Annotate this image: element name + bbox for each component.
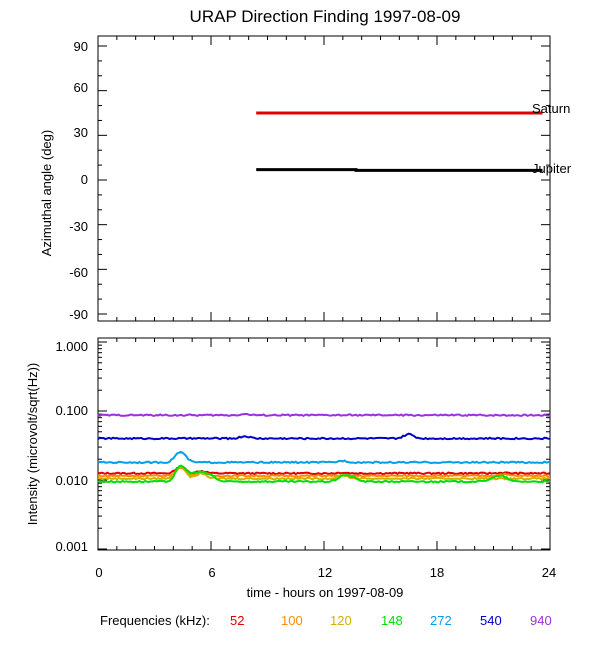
intensity-tick-label: 1.000 — [55, 339, 88, 354]
azimuth-tick-label: -60 — [69, 265, 88, 280]
jupiter-series-line — [256, 168, 543, 172]
intensity-series-group — [97, 412, 551, 484]
azimuth-tick-label: 0 — [81, 172, 88, 187]
frequency-legend-title: Frequencies (kHz): — [100, 613, 210, 628]
azimuth-tick-label: -30 — [69, 219, 88, 234]
frequency-legend-item: 540 — [480, 613, 502, 628]
frequency-legend-item: 272 — [430, 613, 452, 628]
x-tick-label: 18 — [430, 565, 444, 580]
intensity-tick-label: 0.100 — [55, 403, 88, 418]
intensity-series-272-khz — [97, 450, 551, 465]
x-tick-label: 24 — [542, 565, 556, 580]
azimuth-tick-label: 30 — [74, 125, 88, 140]
intensity-series-540-khz — [97, 432, 551, 441]
intensity-series-52-khz — [97, 466, 551, 476]
intensity-series-148-khz — [97, 464, 551, 484]
frequency-legend-item: 52 — [230, 613, 245, 628]
intensity-tick-label: 0.001 — [55, 539, 88, 554]
azimuth-tick-label: -90 — [69, 307, 88, 322]
chart-title: URAP Direction Finding 1997-08-09 — [190, 7, 461, 26]
frequency-legend-item: 148 — [381, 613, 403, 628]
azimuth-axis-ticks — [97, 36, 551, 321]
azimuth-ylabel: Azimuthal angle (deg) — [39, 130, 54, 256]
saturn-series-label: Saturn — [532, 101, 570, 116]
intensity-axis-ticks — [97, 338, 551, 550]
intensity-panel-frame — [97, 337, 551, 551]
x-tick-label: 12 — [318, 565, 332, 580]
frequency-legend-item: 100 — [281, 613, 303, 628]
azimuth-panel-frame — [97, 35, 551, 322]
frequency-legend-item: 120 — [330, 613, 352, 628]
x-tick-label: 0 — [95, 565, 102, 580]
x-axis-label: time - hours on 1997-08-09 — [247, 585, 404, 600]
x-tick-label: 6 — [208, 565, 215, 580]
frequency-legend-item: 940 — [530, 613, 552, 628]
azimuth-tick-label: 90 — [74, 39, 88, 54]
intensity-series-940-khz — [97, 412, 551, 418]
intensity-ylabel: Intensity (microvolt/sqrt(Hz)) — [25, 363, 40, 526]
azimuth-tick-label: 60 — [74, 80, 88, 95]
frequency-legend: Frequencies (kHz): 52 100 120 148 272 54… — [0, 608, 600, 632]
intensity-tick-label: 0.010 — [55, 473, 88, 488]
jupiter-series-label: Jupiter — [532, 161, 572, 176]
